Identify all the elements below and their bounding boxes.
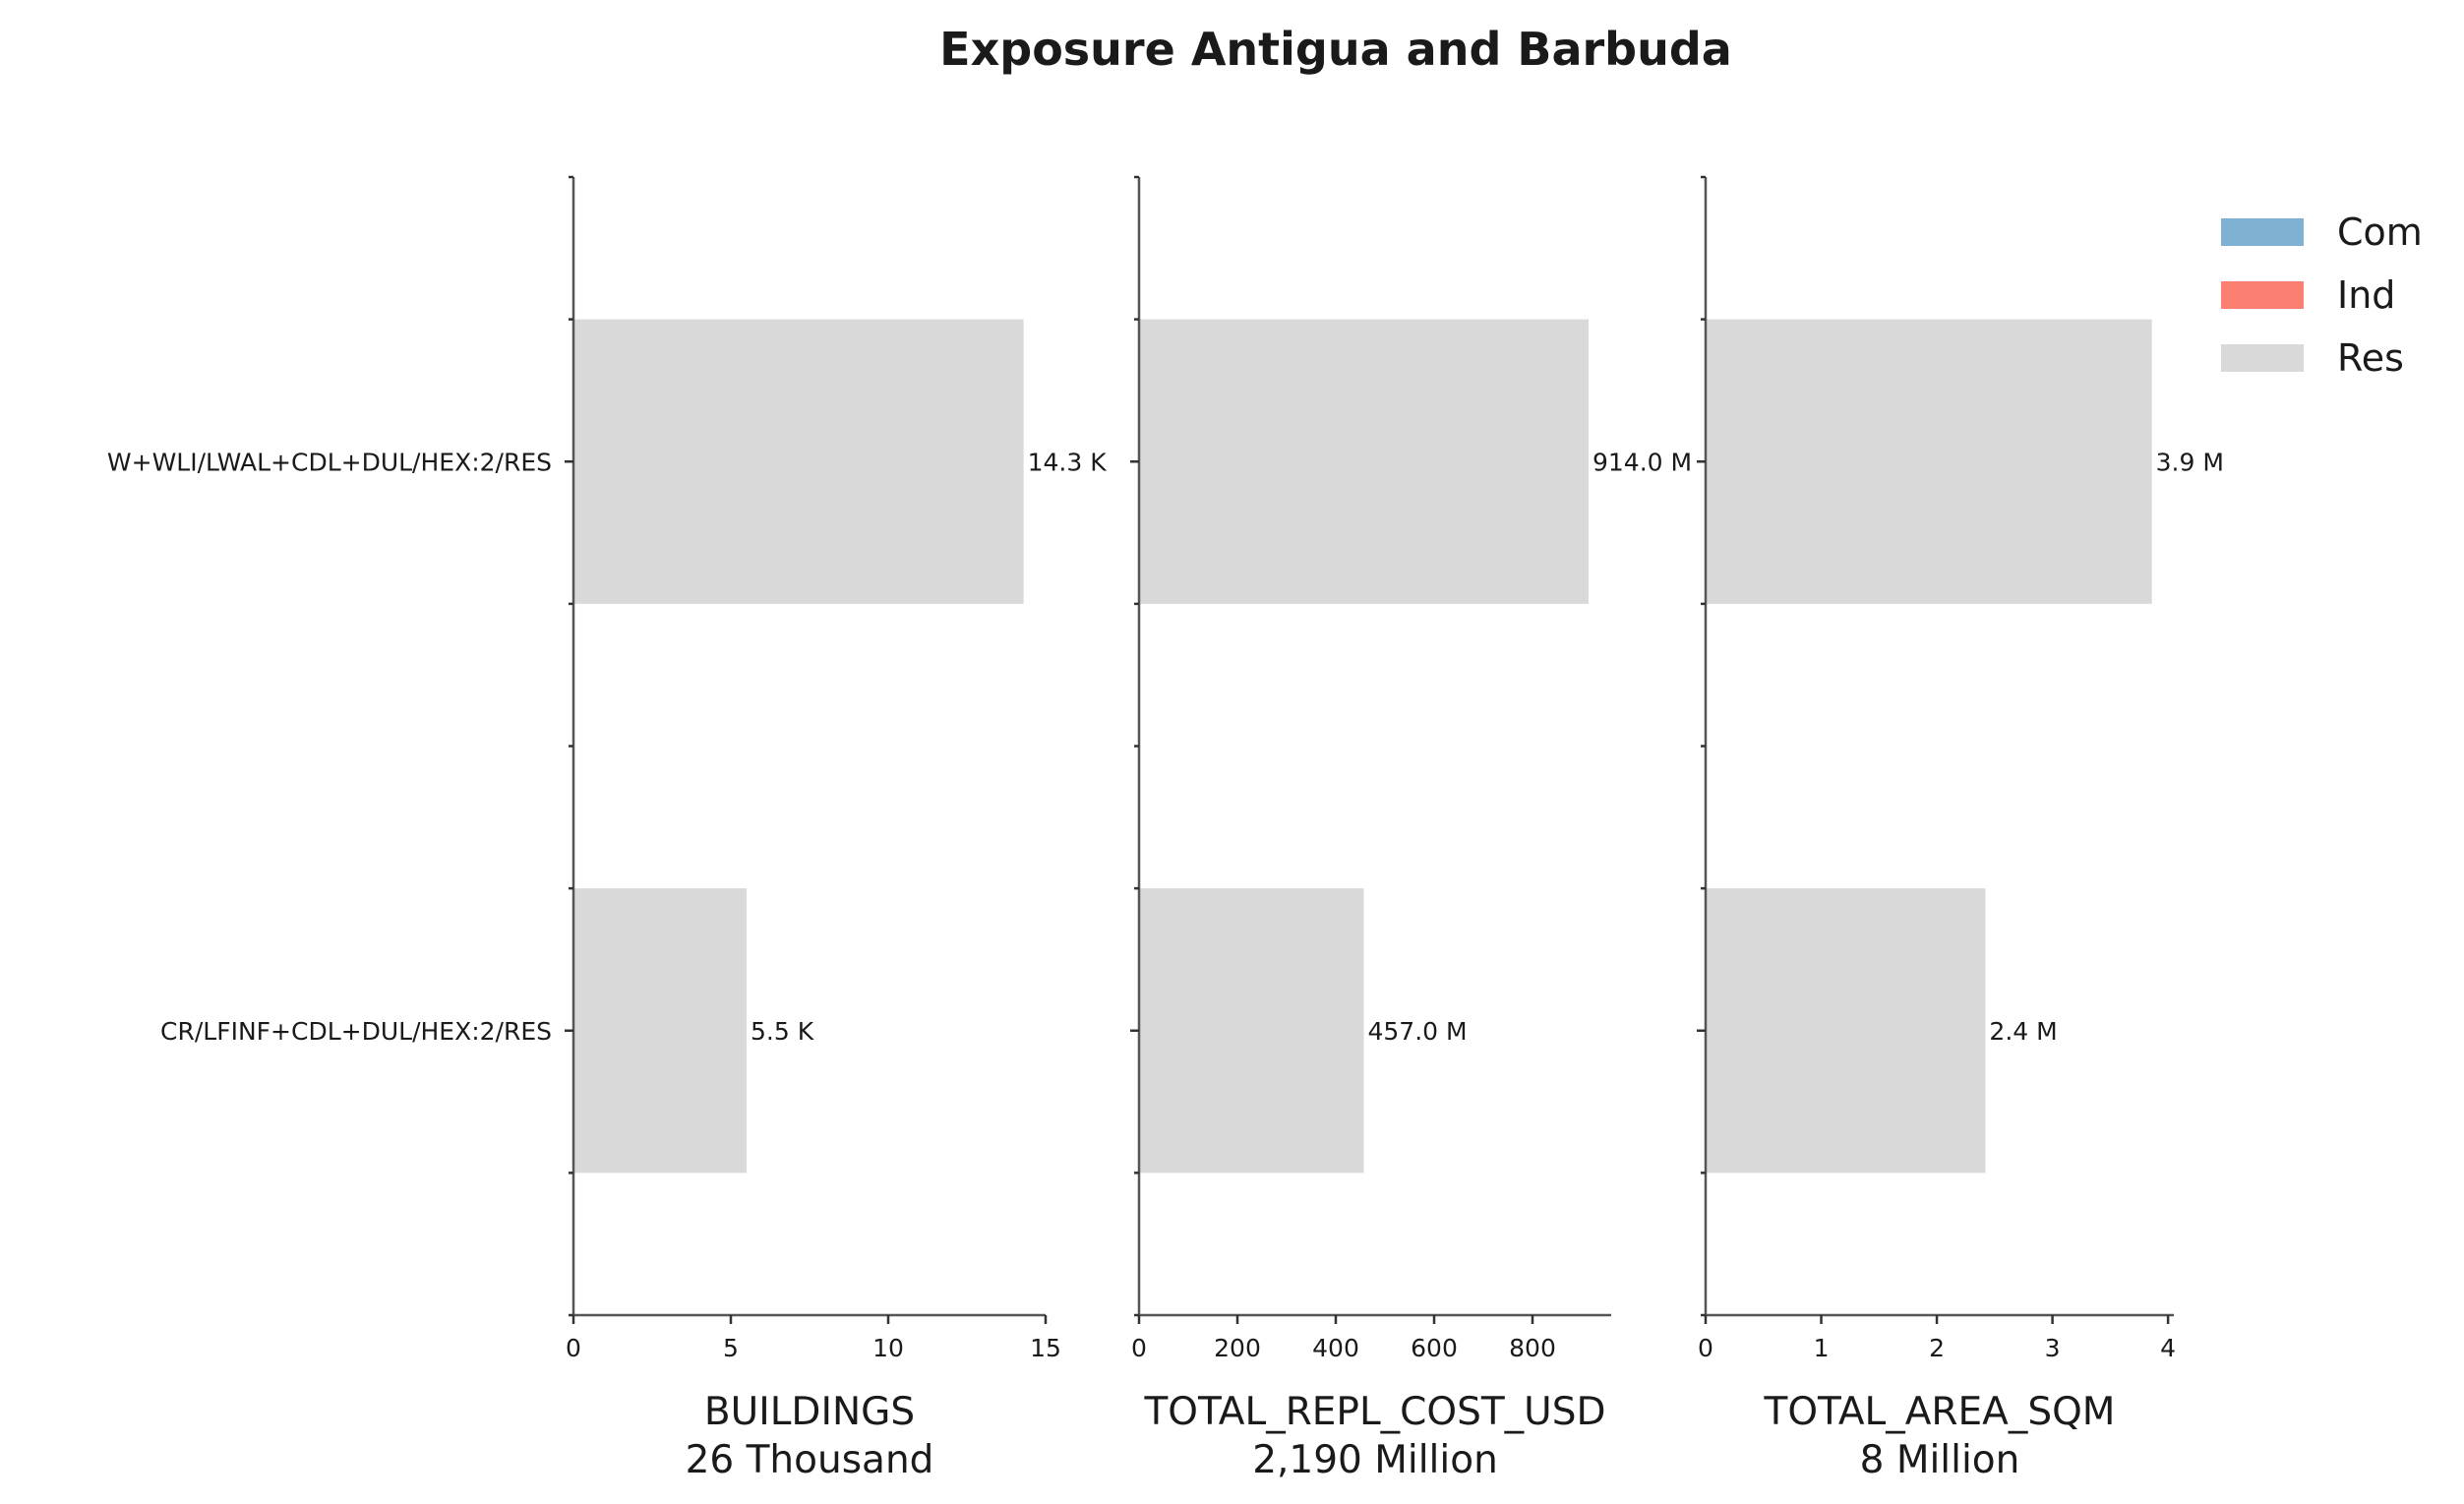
legend-swatch xyxy=(2221,218,2304,246)
x-tick-label: 3 xyxy=(2045,1334,2061,1362)
bar-res xyxy=(1139,319,1589,604)
data-label: 3.9 M xyxy=(2156,448,2224,476)
bar-res xyxy=(1706,888,1986,1173)
chart-panels: 14.3 K 5.5 K W+WLI/LWAL+CDL+DUL/HEX:2/RES C… xyxy=(107,175,2224,1482)
data-label: 457.0 M xyxy=(1368,1017,1468,1046)
x-axis-label: BUILDINGS xyxy=(704,1390,915,1434)
legend-label: Res xyxy=(2337,336,2404,380)
x-tick-label: 800 xyxy=(1509,1334,1556,1362)
data-label: 914.0 M xyxy=(1593,448,1692,476)
y-tick-label: W+WLI/LWAL+CDL+DUL/HEX:2/RES xyxy=(107,448,552,476)
x-tick-label: 0 xyxy=(1698,1334,1713,1362)
x-tick-label: 200 xyxy=(1214,1334,1261,1362)
y-tick-label: CR/LFINF+CDL+DUL/HEX:2/RES xyxy=(160,1017,552,1046)
x-tick-label: 4 xyxy=(2160,1334,2176,1362)
data-label: 2.4 M xyxy=(1989,1017,2057,1046)
bar-res xyxy=(573,319,1024,604)
x-tick-label: 0 xyxy=(566,1334,581,1362)
data-label: 14.3 K xyxy=(1028,448,1108,476)
legend-swatch xyxy=(2221,344,2304,372)
x-axis-total: 26 Thousand xyxy=(686,1438,934,1482)
x-axis-total: 2,190 Million xyxy=(1252,1438,1498,1482)
bar-res xyxy=(1139,888,1364,1173)
legend-swatch xyxy=(2221,281,2304,309)
x-axis-label: TOTAL_REPL_COST_USD xyxy=(1143,1390,1605,1434)
chart-title: Exposure Antigua and Barbuda xyxy=(939,23,1732,76)
x-tick-label: 5 xyxy=(723,1334,739,1362)
x-axis-label: TOTAL_AREA_SQM xyxy=(1764,1390,2116,1434)
legend: Com Ind Res xyxy=(2221,211,2423,380)
x-tick-label: 2 xyxy=(1929,1334,1945,1362)
x-tick-label: 0 xyxy=(1131,1334,1147,1362)
bar-res xyxy=(1706,319,2152,604)
x-tick-label: 15 xyxy=(1030,1334,1061,1362)
legend-label: Com xyxy=(2337,211,2423,254)
data-label: 5.5 K xyxy=(751,1017,814,1046)
x-axis-total: 8 Million xyxy=(1860,1438,2020,1482)
panel-1: 14.3 K 5.5 K W+WLI/LWAL+CDL+DUL/HEX:2/RES C… xyxy=(107,175,1108,1482)
legend-item-res: Res xyxy=(2221,336,2404,380)
panel-2: 914.0 M 457.0 M 0 200 400 600 800 TOTAL_REPL_CO… xyxy=(1130,175,1692,1482)
legend-label: Ind xyxy=(2337,273,2395,317)
legend-item-com: Com xyxy=(2221,211,2423,254)
x-tick-label: 600 xyxy=(1411,1334,1458,1362)
x-tick-label: 1 xyxy=(1814,1334,1830,1362)
x-tick-label: 10 xyxy=(872,1334,904,1362)
legend-item-ind: Ind xyxy=(2221,273,2395,317)
x-tick-label: 400 xyxy=(1312,1334,1359,1362)
bar-res xyxy=(573,888,747,1173)
